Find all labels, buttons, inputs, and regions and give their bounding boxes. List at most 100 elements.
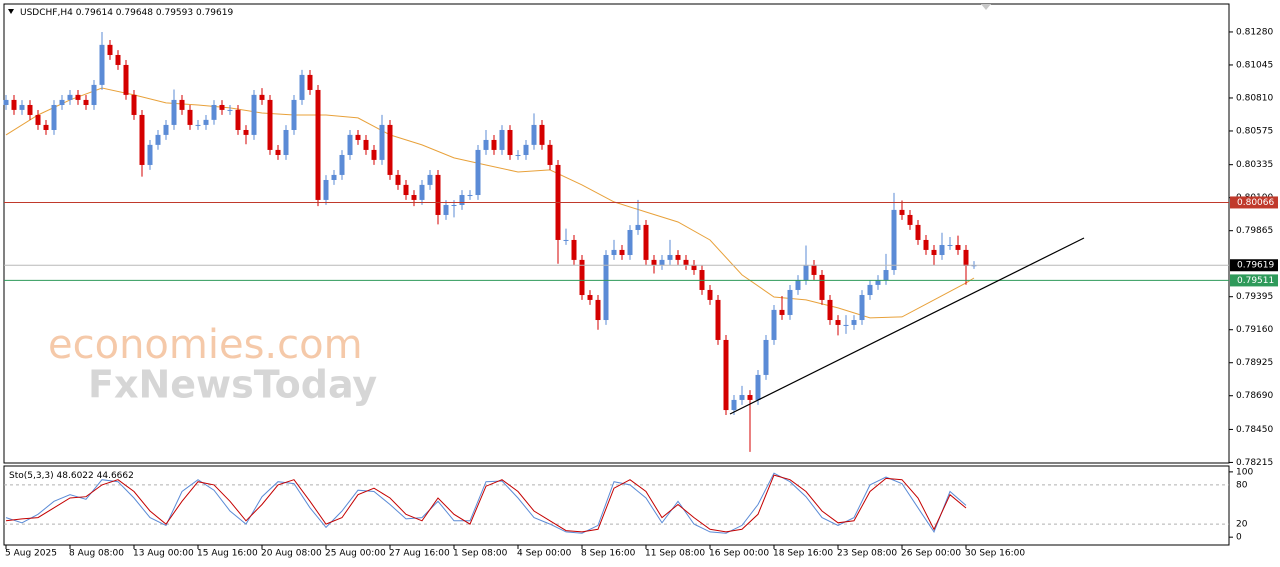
y-tick-label: 0.80575	[1236, 126, 1273, 136]
candle-body	[827, 299, 833, 321]
candle-body	[155, 134, 161, 145]
candle-body	[899, 209, 905, 215]
candle-body	[115, 54, 121, 65]
header: USDCHF,H4 0.79614 0.79648 0.79593 0.7961…	[20, 8, 233, 18]
candle-body	[539, 124, 545, 145]
candle-body	[171, 99, 177, 125]
low: 0.79593	[156, 8, 193, 18]
candle-body	[851, 320, 857, 325]
candle-body	[131, 94, 137, 115]
candle-body	[939, 245, 945, 255]
y-tick-label: 0.79160	[1236, 325, 1273, 335]
candle-body	[451, 204, 457, 206]
candle-body	[523, 144, 529, 155]
candle-body	[459, 195, 465, 205]
candle-body	[875, 279, 881, 285]
candle-body	[363, 139, 369, 150]
candle-body	[499, 129, 505, 150]
candle-body	[355, 134, 361, 140]
candle-body	[275, 149, 281, 155]
candle-body	[3, 99, 9, 105]
candle-body	[963, 249, 969, 266]
candle-body	[123, 64, 129, 95]
candle-body	[83, 99, 89, 105]
y-tick-label: 0.78925	[1236, 358, 1273, 368]
x-tick-label: 27 Aug 16:00	[389, 549, 450, 559]
dropdown-icon	[8, 9, 14, 14]
candle-body	[75, 94, 81, 100]
candle-body	[803, 264, 809, 280]
x-tick-label: 8 Sep 16:00	[581, 549, 636, 559]
candle-body	[187, 109, 193, 125]
candle-body	[955, 245, 961, 250]
candle-body	[443, 204, 449, 215]
stoch-frame	[3, 465, 1230, 546]
candle-body	[395, 174, 401, 185]
shift-marker	[981, 4, 991, 10]
x-tick-label: 26 Sep 00:00	[901, 549, 961, 559]
candle-body	[619, 249, 625, 255]
y-tick-label: 0.79865	[1236, 226, 1273, 236]
price-label: 0.79511	[1237, 276, 1274, 286]
candle-body	[859, 295, 865, 321]
candle-body	[403, 184, 409, 196]
candle-body	[587, 295, 593, 300]
candle-body	[475, 149, 481, 196]
candle-body	[51, 104, 57, 130]
candle-body	[291, 99, 297, 130]
candle-body	[891, 209, 897, 271]
trendline	[729, 237, 1085, 415]
x-tick-label: 23 Sep 08:00	[837, 549, 897, 559]
watermark: economies.com	[48, 322, 363, 368]
candle-body	[923, 239, 929, 250]
x-tick-label: 5 Aug 2025	[5, 549, 57, 559]
stoch-header: Sto(5,3,3) 48.6022 44.6662	[9, 471, 134, 481]
candle-body	[11, 99, 17, 110]
candle-body	[35, 114, 41, 125]
candle-body	[907, 214, 913, 225]
candle-body	[683, 259, 689, 265]
y-tick-label: 80	[1236, 480, 1248, 490]
current-price-label: 0.79619	[1237, 261, 1274, 271]
current-price-box	[1230, 259, 1278, 272]
candle-body	[251, 94, 257, 135]
candle-body	[339, 154, 345, 175]
candle-body	[67, 94, 73, 100]
candle-body	[307, 74, 313, 90]
candle-body	[243, 129, 249, 135]
candle-body	[635, 224, 641, 230]
candle-body	[739, 395, 745, 400]
x-tick-label: 15 Aug 16:00	[197, 549, 258, 559]
candle-body	[507, 129, 513, 155]
candle-body	[731, 399, 737, 411]
y-tick-label: 0.78450	[1236, 425, 1273, 435]
candle-body	[427, 174, 433, 185]
stoch-label: Sto(5,3,3)	[9, 471, 54, 481]
candle-body	[931, 249, 937, 255]
y-tick-label: 0.78215	[1236, 458, 1273, 468]
candle-body	[651, 259, 657, 265]
moving-average	[5, 87, 975, 319]
candle-body	[27, 104, 33, 115]
candle-body	[491, 139, 497, 150]
x-tick-label: 11 Sep 08:00	[645, 549, 705, 559]
y-tick-label: 0.80810	[1236, 93, 1273, 103]
candle-body	[411, 195, 417, 200]
candle-body	[515, 154, 521, 156]
candle-body	[419, 184, 425, 200]
candle-body	[643, 224, 649, 260]
candle-body	[371, 149, 377, 160]
x-tick-label: 18 Sep 16:00	[773, 549, 833, 559]
candle-body	[835, 320, 841, 325]
candle-body	[91, 84, 97, 105]
candle-body	[627, 229, 633, 255]
x-tick-label: 20 Aug 08:00	[261, 549, 322, 559]
candle-body	[299, 74, 305, 100]
y-tick-label: 0.81045	[1236, 60, 1273, 70]
candle-body	[707, 289, 713, 300]
y-tick-label: 0.78690	[1236, 391, 1273, 401]
candle-body	[883, 270, 889, 280]
x-tick-label: 4 Sep 00:00	[517, 549, 572, 559]
price-label-box	[1230, 274, 1278, 287]
